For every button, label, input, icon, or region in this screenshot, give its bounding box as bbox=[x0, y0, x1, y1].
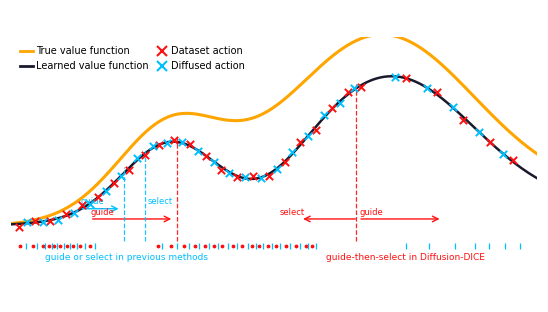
Point bbox=[109, 181, 118, 186]
Point bbox=[288, 150, 297, 155]
Point bbox=[54, 217, 62, 222]
Point bbox=[264, 173, 273, 178]
Point bbox=[133, 156, 141, 161]
Point bbox=[155, 142, 164, 147]
Point bbox=[249, 173, 258, 178]
Point bbox=[201, 154, 210, 159]
Point bbox=[78, 203, 87, 208]
Point bbox=[85, 202, 94, 207]
Point bbox=[343, 89, 352, 94]
Point bbox=[178, 140, 186, 145]
Point bbox=[225, 170, 233, 175]
Point bbox=[391, 74, 399, 79]
Text: guide: guide bbox=[359, 208, 384, 217]
Point bbox=[509, 158, 518, 163]
Point bbox=[356, 85, 365, 90]
Point bbox=[272, 166, 281, 171]
Point bbox=[14, 224, 23, 229]
Point bbox=[241, 175, 249, 180]
Point bbox=[170, 138, 179, 143]
Point bbox=[141, 152, 150, 157]
Text: select: select bbox=[148, 197, 173, 207]
Point bbox=[163, 141, 172, 146]
Point bbox=[217, 168, 226, 173]
Point bbox=[459, 117, 468, 122]
Point bbox=[46, 218, 55, 223]
Point bbox=[280, 160, 289, 165]
Point bbox=[486, 139, 494, 144]
Point bbox=[296, 139, 305, 144]
Point bbox=[62, 212, 71, 217]
Point bbox=[422, 85, 431, 90]
Point bbox=[149, 144, 157, 149]
Text: guide-then-select in Diffusion-DICE: guide-then-select in Diffusion-DICE bbox=[326, 253, 485, 262]
Point bbox=[256, 176, 265, 181]
Point bbox=[433, 89, 442, 94]
Point bbox=[101, 188, 110, 193]
Point bbox=[22, 220, 31, 225]
Point bbox=[93, 195, 102, 200]
Text: guide: guide bbox=[91, 208, 115, 217]
Point bbox=[125, 168, 134, 173]
Point bbox=[193, 149, 202, 154]
Point bbox=[475, 129, 483, 134]
Point bbox=[328, 106, 336, 111]
Point bbox=[319, 113, 328, 118]
Point bbox=[499, 152, 507, 157]
Point bbox=[304, 134, 312, 139]
Point bbox=[70, 210, 78, 215]
Text: guide: guide bbox=[81, 197, 104, 207]
Point bbox=[30, 218, 39, 223]
Point bbox=[350, 86, 358, 91]
Text: guide or select in previous methods: guide or select in previous methods bbox=[45, 253, 208, 262]
Legend: True value function, Learned value function, Dataset action, Diffused action: True value function, Learned value funct… bbox=[16, 42, 249, 75]
Point bbox=[448, 104, 457, 109]
Point bbox=[117, 174, 126, 179]
Point bbox=[185, 141, 194, 146]
Point bbox=[335, 101, 344, 106]
Point bbox=[233, 175, 242, 180]
Text: select: select bbox=[279, 208, 304, 217]
Point bbox=[312, 127, 321, 132]
Point bbox=[401, 75, 410, 80]
Point bbox=[209, 159, 218, 164]
Point bbox=[38, 219, 47, 224]
